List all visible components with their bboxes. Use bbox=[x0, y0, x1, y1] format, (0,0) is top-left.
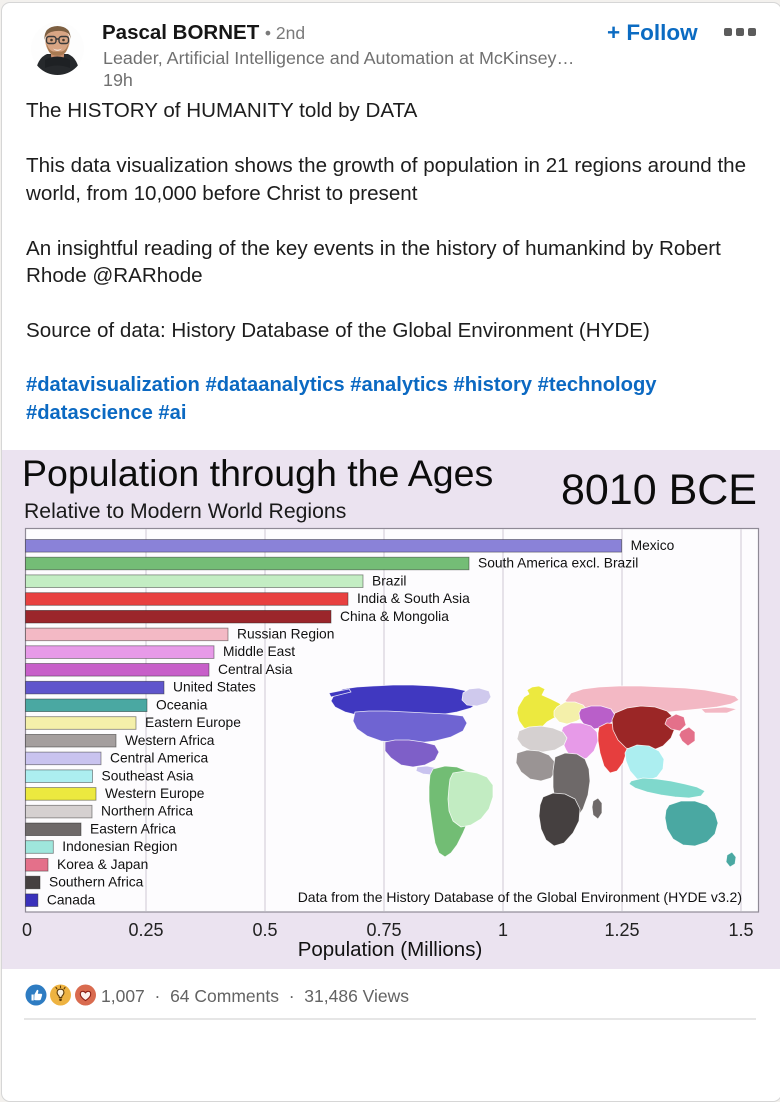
svg-text:8010 BCE: 8010 BCE bbox=[561, 466, 757, 514]
svg-text:Eastern Europe: Eastern Europe bbox=[145, 715, 241, 730]
svg-text:South America excl. Brazil: South America excl. Brazil bbox=[478, 556, 638, 571]
svg-text:Population through the Ages: Population through the Ages bbox=[22, 452, 493, 494]
svg-text:Northern Africa: Northern Africa bbox=[101, 804, 193, 819]
svg-text:0.25: 0.25 bbox=[128, 920, 163, 940]
svg-text:0.75: 0.75 bbox=[366, 920, 401, 940]
svg-text:Population (Millions): Population (Millions) bbox=[298, 938, 483, 961]
svg-text:Western Europe: Western Europe bbox=[105, 786, 205, 801]
svg-text:0.5: 0.5 bbox=[252, 920, 277, 940]
svg-text:Western Africa: Western Africa bbox=[125, 733, 215, 748]
svg-text:Indonesian Region: Indonesian Region bbox=[62, 839, 177, 854]
svg-text:Central America: Central America bbox=[110, 751, 208, 766]
svg-text:Korea & Japan: Korea & Japan bbox=[57, 857, 148, 872]
svg-text:United States: United States bbox=[173, 680, 256, 695]
svg-text:Southern Africa: Southern Africa bbox=[49, 875, 144, 890]
svg-text:Relative to Modern World Regio: Relative to Modern World Regions bbox=[24, 500, 346, 523]
svg-text:Brazil: Brazil bbox=[372, 573, 407, 588]
svg-text:Central Asia: Central Asia bbox=[218, 662, 293, 677]
svg-text:Russian Region: Russian Region bbox=[237, 627, 334, 642]
svg-text:Mexico: Mexico bbox=[631, 538, 675, 553]
svg-text:Southeast Asia: Southeast Asia bbox=[102, 768, 194, 783]
svg-text:Oceania: Oceania bbox=[156, 697, 208, 712]
svg-text:India & South Asia: India & South Asia bbox=[357, 591, 470, 606]
svg-text:1: 1 bbox=[498, 920, 508, 940]
svg-text:1.5: 1.5 bbox=[728, 920, 753, 940]
svg-text:0: 0 bbox=[22, 920, 32, 940]
svg-text:1.25: 1.25 bbox=[604, 920, 639, 940]
svg-text:China & Mongolia: China & Mongolia bbox=[340, 609, 449, 624]
svg-text:Middle East: Middle East bbox=[223, 644, 295, 659]
svg-text:Eastern Africa: Eastern Africa bbox=[90, 821, 176, 836]
svg-text:Data from the History Database: Data from the History Database of the Gl… bbox=[298, 889, 742, 905]
svg-text:Canada: Canada bbox=[47, 892, 96, 907]
